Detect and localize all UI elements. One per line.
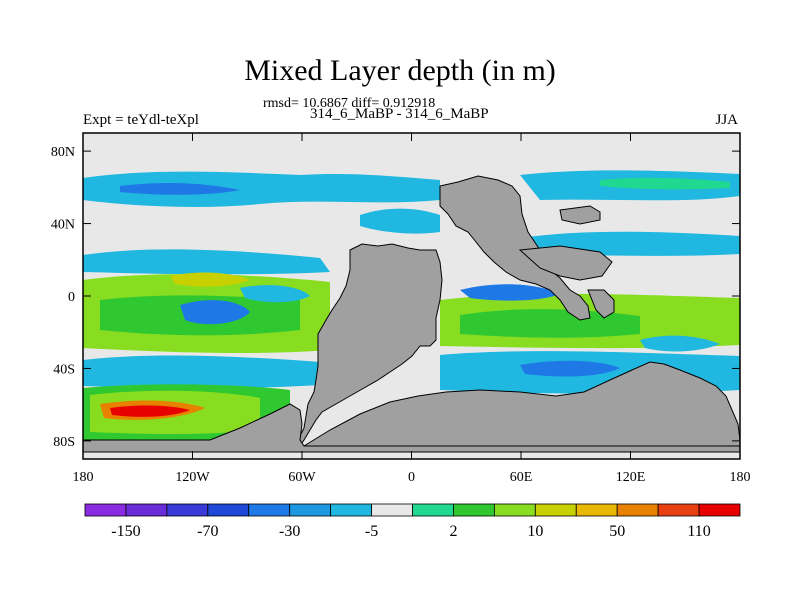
colorbar-swatch <box>453 503 495 517</box>
field-band-south-east-blue <box>520 360 620 377</box>
colorbar-label: -70 <box>197 523 218 540</box>
colorbar-swatch <box>166 503 209 517</box>
colorbar-swatch <box>84 503 127 517</box>
colorbar-swatch <box>330 503 372 517</box>
colorbar-swatch <box>248 503 291 517</box>
field-band-south-40 <box>83 355 320 389</box>
colorbar-swatch <box>657 503 700 517</box>
colorbar-label: 50 <box>609 523 625 540</box>
colorbar-swatch <box>698 503 741 517</box>
y-tick-label: 80N <box>51 145 75 160</box>
colorbar-swatch <box>371 503 413 517</box>
colorbar-swatch <box>616 503 659 517</box>
field-blob-south-red <box>110 405 190 417</box>
field-blob-indian-blue2 <box>640 335 720 352</box>
x-tick-label: 180 <box>730 470 751 485</box>
field-blob-yellow-nw <box>170 272 250 287</box>
field-blob-pacific-blue <box>180 300 250 325</box>
field-blob-indian-blue <box>460 284 560 301</box>
season-label: JJA <box>715 112 738 128</box>
field-band-indian-core <box>460 309 640 338</box>
x-axis: 180 120W 60W 0 60E 120E 180 <box>73 133 751 485</box>
colorbar-swatch <box>575 503 618 517</box>
y-axis: 80N 40N 0 40S 80S <box>51 145 740 450</box>
colorbar-label: -30 <box>279 523 300 540</box>
colorbar-swatch <box>125 503 168 517</box>
colorbar-label: 110 <box>687 523 710 540</box>
colorbar-swatch <box>534 503 577 517</box>
y-tick-label: 40N <box>51 218 75 233</box>
colorbar-label: -150 <box>111 523 140 540</box>
x-tick-label: 60E <box>510 470 533 485</box>
experiment-subtitle: 314_6_MaBP - 314_6_MaBP <box>310 106 489 122</box>
y-tick-label: 40S <box>53 362 75 377</box>
land-americas <box>297 243 443 448</box>
x-tick-label: 0 <box>408 470 415 485</box>
experiment-label: Expt = teYdl-teXpl <box>83 112 199 128</box>
field-band-atlantic-n <box>360 208 440 234</box>
colorbar-label: 10 <box>527 523 543 540</box>
colorbar: -150 -70 -30 -5 2 10 50 110 <box>84 503 741 540</box>
y-tick-label: 0 <box>68 290 75 305</box>
y-tick-label: 80S <box>53 435 75 450</box>
field-band-north-60 <box>83 171 440 207</box>
field-blob-pacific-blue2 <box>240 285 310 303</box>
land-eurasia-north <box>439 175 591 321</box>
land-africa-antarctica <box>302 361 740 447</box>
land-maritime-islands <box>587 289 615 319</box>
x-tick-label: 120W <box>175 470 210 485</box>
colorbar-swatch <box>207 503 250 517</box>
field-band-north-east2 <box>600 177 730 190</box>
land-antarctic-rim <box>83 403 740 453</box>
stats-line: rmsd= 10.6867 diff= 0.912918 <box>263 96 436 111</box>
field-band-north-60b <box>120 183 240 195</box>
x-tick-label: 120E <box>616 470 646 485</box>
colorbar-swatch <box>493 503 536 517</box>
colorbar-label: 2 <box>449 523 457 540</box>
colorbar-swatch <box>289 503 332 517</box>
land-east-asia <box>518 245 613 281</box>
colorbar-swatch <box>412 503 454 517</box>
colorbar-label: -5 <box>365 523 378 540</box>
land-arabia-block <box>559 205 601 225</box>
x-tick-label: 60W <box>288 470 316 485</box>
map-field <box>83 133 740 459</box>
map-title: Mixed Layer depth (in m) <box>244 54 556 87</box>
field-band-midlat <box>83 249 330 275</box>
x-tick-label: 180 <box>73 470 94 485</box>
